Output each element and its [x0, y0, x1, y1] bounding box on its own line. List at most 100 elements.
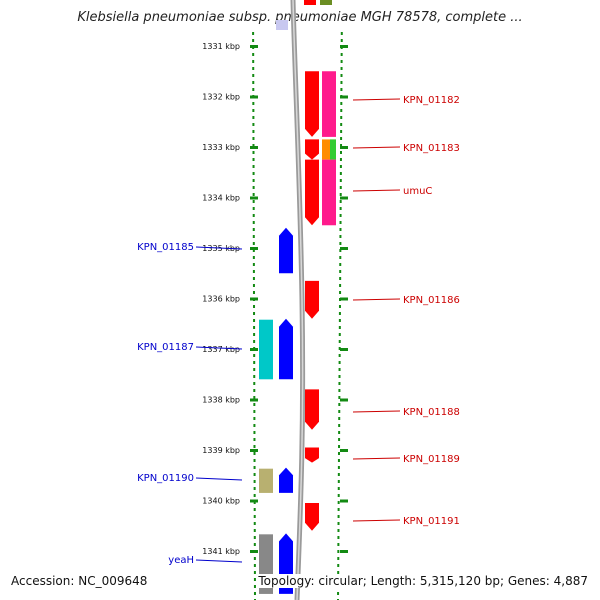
reverse-gene-leader [195, 246, 243, 250]
ruler-tick-label: 1338 kbp [202, 396, 240, 405]
ruler-tick-left [250, 550, 258, 553]
forward-gene-arrow[interactable] [305, 159, 319, 226]
forward-gene-arrow[interactable] [305, 139, 319, 160]
forward-gene-label[interactable]: KPN_01189 [403, 454, 460, 465]
reverse-gene-label[interactable]: KPN_01185 [137, 242, 194, 253]
ruler-dot [252, 109, 255, 112]
reverse-gene-arrow[interactable] [279, 227, 293, 274]
forward-gene-arrow[interactable] [305, 447, 319, 463]
ruler-dot [340, 116, 343, 119]
forward-gene-arrow[interactable] [305, 389, 319, 430]
top-partial-gene-2 [320, 0, 332, 5]
ruler-dot [253, 438, 256, 441]
ruler-dot [337, 501, 340, 504]
genome-backbone-highlight [292, 0, 304, 600]
forward-gene-arrow[interactable] [305, 280, 319, 319]
ruler-dot [337, 487, 340, 490]
ruler-dot [339, 270, 342, 273]
ruler-dot [338, 396, 341, 399]
forward-gene-label[interactable]: umuC [403, 186, 432, 197]
topology-summary: Topology: circular; Length: 5,315,120 bp… [256, 574, 590, 588]
ruler-dot [252, 249, 255, 252]
ruler-dot [253, 340, 256, 343]
ruler-dot [339, 263, 342, 266]
forward-gene-arrow[interactable] [305, 71, 319, 137]
ruler-dot [253, 515, 256, 518]
top-partial-gene-3 [304, 0, 316, 5]
forward-gene-arrow[interactable] [305, 503, 319, 531]
ruler-dot [340, 109, 343, 112]
accession-text: Accession: NC_009648 [9, 574, 150, 588]
reverse-gene-arrow[interactable] [279, 318, 293, 380]
ruler-tick-left [250, 449, 258, 452]
ruler-tick-left [250, 45, 258, 48]
reverse-gene-label[interactable]: KPN_01190 [137, 473, 194, 484]
ruler-dot [337, 466, 340, 469]
ruler-tick-label: 1333 kbp [202, 143, 240, 152]
forward-gene-leader [352, 298, 401, 301]
ruler-tick-label: 1341 kbp [202, 547, 240, 556]
ruler-dot [252, 151, 255, 154]
ruler-dot [340, 32, 343, 35]
ruler-dot [340, 53, 343, 56]
ruler-dot [253, 592, 256, 595]
ruler-dot [339, 172, 342, 175]
ruler-left-dots [252, 32, 256, 600]
ruler-dot [340, 130, 343, 133]
ruler-dot [339, 186, 342, 189]
forward-gene-label[interactable]: KPN_01182 [403, 95, 460, 106]
ruler-dot [252, 277, 255, 280]
ruler-dot [340, 67, 343, 70]
ruler-tick-label: 1332 kbp [202, 93, 240, 102]
ruler-tick-right [340, 95, 348, 99]
reverse-gene-arrow[interactable] [279, 467, 293, 493]
forward-cds-block-alt[interactable] [330, 139, 336, 160]
ruler-dot [253, 368, 256, 371]
ruler-dot [339, 284, 342, 287]
ruler-dot [338, 382, 341, 385]
forward-gene-label[interactable]: KPN_01183 [403, 143, 460, 154]
ruler-dot [340, 81, 343, 84]
ruler-dot [252, 102, 255, 105]
ruler-dot [253, 431, 256, 434]
ruler-dot [339, 242, 342, 245]
ruler-dot [253, 494, 256, 497]
ruler-dot [252, 256, 255, 259]
reverse-cds-block[interactable] [259, 468, 273, 493]
ruler-dot [252, 67, 255, 70]
ruler-dot [340, 74, 343, 77]
forward-cds-block[interactable] [322, 159, 336, 226]
ruler-dot [339, 291, 342, 294]
ruler-dot [253, 529, 256, 532]
ruler-dot [339, 214, 342, 217]
reverse-cds-block[interactable] [259, 319, 273, 380]
ruler-dot [340, 144, 343, 147]
forward-gene-label[interactable]: KPN_01188 [403, 407, 460, 418]
ruler-dot [339, 256, 342, 259]
reverse-gene-label[interactable]: yeaH [168, 555, 194, 566]
ruler-dot [253, 557, 256, 560]
ruler-tick-right [340, 247, 348, 250]
forward-cds-block[interactable] [322, 71, 336, 137]
forward-gene-label[interactable]: KPN_01186 [403, 295, 460, 306]
ruler-tick-left [250, 297, 258, 301]
ruler-tick-right [340, 297, 348, 301]
ruler-dot [252, 32, 255, 35]
ruler-dot [337, 522, 340, 525]
ruler-dot [253, 564, 256, 567]
reverse-gene-label[interactable]: KPN_01187 [137, 342, 194, 353]
ruler-tick-label: 1337 kbp [202, 345, 240, 354]
ruler-dot [253, 382, 256, 385]
ruler-dot [252, 242, 255, 245]
ruler-dot [338, 368, 341, 371]
ruler-tick-right [340, 550, 348, 553]
ruler-dot [339, 179, 342, 182]
ruler-dot [252, 235, 255, 238]
ruler-dot [337, 543, 340, 546]
ruler-dot [339, 235, 342, 238]
forward-gene-label[interactable]: KPN_01191 [403, 516, 460, 527]
ruler-dot [253, 375, 256, 378]
ruler-dot [337, 550, 340, 553]
ruler-dot [337, 571, 340, 574]
